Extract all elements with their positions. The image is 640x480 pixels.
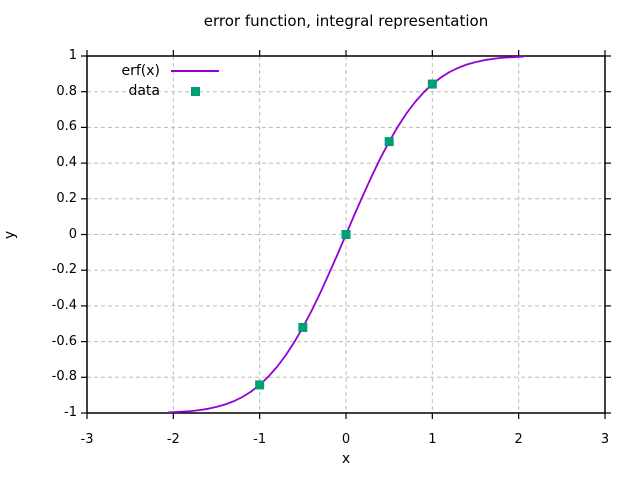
x-tick-label: 0	[341, 432, 351, 447]
data-point-square	[341, 230, 351, 239]
y-tick-label: 0.6	[56, 119, 77, 135]
data-point-square	[298, 322, 308, 332]
x-tick-label: -2	[166, 432, 180, 447]
data-point-square	[255, 380, 265, 390]
y-tick-label: -0.4	[51, 297, 77, 313]
legend-sample-data	[171, 86, 219, 96]
x-tick-label: 3	[600, 432, 610, 447]
y-tick-label: 1	[68, 48, 77, 63]
x-tick-label: 1	[428, 432, 437, 447]
x-tick-label: -3	[80, 432, 94, 447]
line-sample-icon	[171, 70, 219, 72]
data-point-square	[427, 79, 437, 89]
plot-border	[86, 55, 606, 414]
y-tick-label: -0.2	[51, 262, 77, 278]
data-point-square	[384, 137, 394, 147]
x-tick-label: 2	[514, 432, 523, 447]
legend-sample-erf	[171, 70, 219, 72]
y-tick-label: -1	[64, 405, 77, 420]
legend-label-erf: erf(x)	[121, 63, 160, 79]
y-tick-label: -0.6	[51, 333, 77, 349]
y-tick-label: 0.2	[56, 190, 77, 206]
legend-label-data: data	[128, 83, 160, 99]
square-marker-icon	[190, 86, 200, 96]
legend-item-data: data	[85, 81, 219, 101]
y-tick-label: 0.8	[56, 83, 77, 99]
legend-item-erf: erf(x)	[85, 61, 219, 81]
data-points	[255, 79, 437, 390]
y-tick-label: 0.4	[56, 155, 77, 171]
x-axis-label: x	[341, 451, 351, 467]
x-tick-label: -1	[253, 432, 267, 447]
chart-title: error function, integral representation	[203, 12, 489, 30]
y-tick-label: 0	[68, 226, 77, 242]
axis-ticks	[81, 50, 611, 419]
y-tick-label: -0.8	[51, 369, 77, 385]
legend: erf(x) data	[85, 61, 219, 101]
